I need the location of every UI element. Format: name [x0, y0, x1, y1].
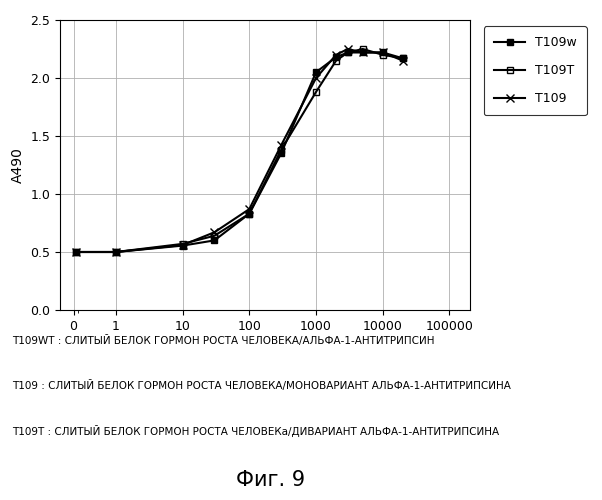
T109T: [344, 50, 352, 56]
T109T: [278, 147, 285, 153]
T109: [359, 50, 366, 56]
T109T: [312, 89, 320, 95]
T109w: [278, 150, 285, 156]
Line: T109w: T109w: [72, 49, 406, 256]
T109: [211, 230, 218, 235]
T109: [72, 249, 79, 255]
T109w: [359, 50, 366, 56]
Text: T109T : СЛИТЫЙ БЕЛОК ГОРМОН РОСТА ЧЕЛОВЕКа/ДИВАРИАНТ АЛЬФА-1-АНТИТРИПСИНА: T109T : СЛИТЫЙ БЕЛОК ГОРМОН РОСТА ЧЕЛОВЕ…: [12, 425, 499, 437]
T109T: [179, 241, 186, 247]
T109w: [332, 54, 340, 60]
T109T: [211, 233, 218, 239]
T109w: [379, 50, 386, 56]
T109w: [312, 69, 320, 75]
T109w: [399, 56, 406, 62]
T109: [112, 249, 119, 255]
Y-axis label: A490: A490: [11, 147, 25, 183]
T109T: [379, 52, 386, 58]
T109: [246, 206, 253, 212]
T109: [332, 52, 340, 58]
T109w: [112, 249, 119, 255]
T109T: [332, 58, 340, 64]
T109: [278, 142, 285, 148]
Line: T109: T109: [72, 45, 407, 256]
T109T: [112, 249, 119, 255]
T109: [179, 242, 186, 248]
T109w: [246, 210, 253, 216]
Legend: T109w, T109T, T109: T109w, T109T, T109: [484, 26, 587, 116]
T109: [399, 58, 406, 64]
T109w: [211, 238, 218, 244]
T109w: [344, 50, 352, 56]
T109T: [72, 249, 79, 255]
T109: [379, 50, 386, 56]
Text: Фиг. 9: Фиг. 9: [237, 470, 305, 490]
Line: T109T: T109T: [72, 46, 406, 256]
T109T: [359, 46, 366, 52]
T109T: [246, 210, 253, 216]
Text: T109WT : СЛИТЫЙ БЕЛОК ГОРМОН РОСТА ЧЕЛОВЕКА/АЛЬФА-1-АНТИТРИПСИН: T109WT : СЛИТЫЙ БЕЛОК ГОРМОН РОСТА ЧЕЛОВ…: [12, 335, 435, 346]
T109: [344, 46, 352, 52]
Text: T109 : СЛИТЫЙ БЕЛОК ГОРМОН РОСТА ЧЕЛОВЕКА/МОНОВАРИАНТ АЛЬФА-1-АНТИТРИПСИНА: T109 : СЛИТЫЙ БЕЛОК ГОРМОН РОСТА ЧЕЛОВЕК…: [12, 380, 511, 391]
T109T: [399, 56, 406, 62]
T109w: [179, 242, 186, 248]
T109: [312, 75, 320, 81]
T109w: [72, 249, 79, 255]
